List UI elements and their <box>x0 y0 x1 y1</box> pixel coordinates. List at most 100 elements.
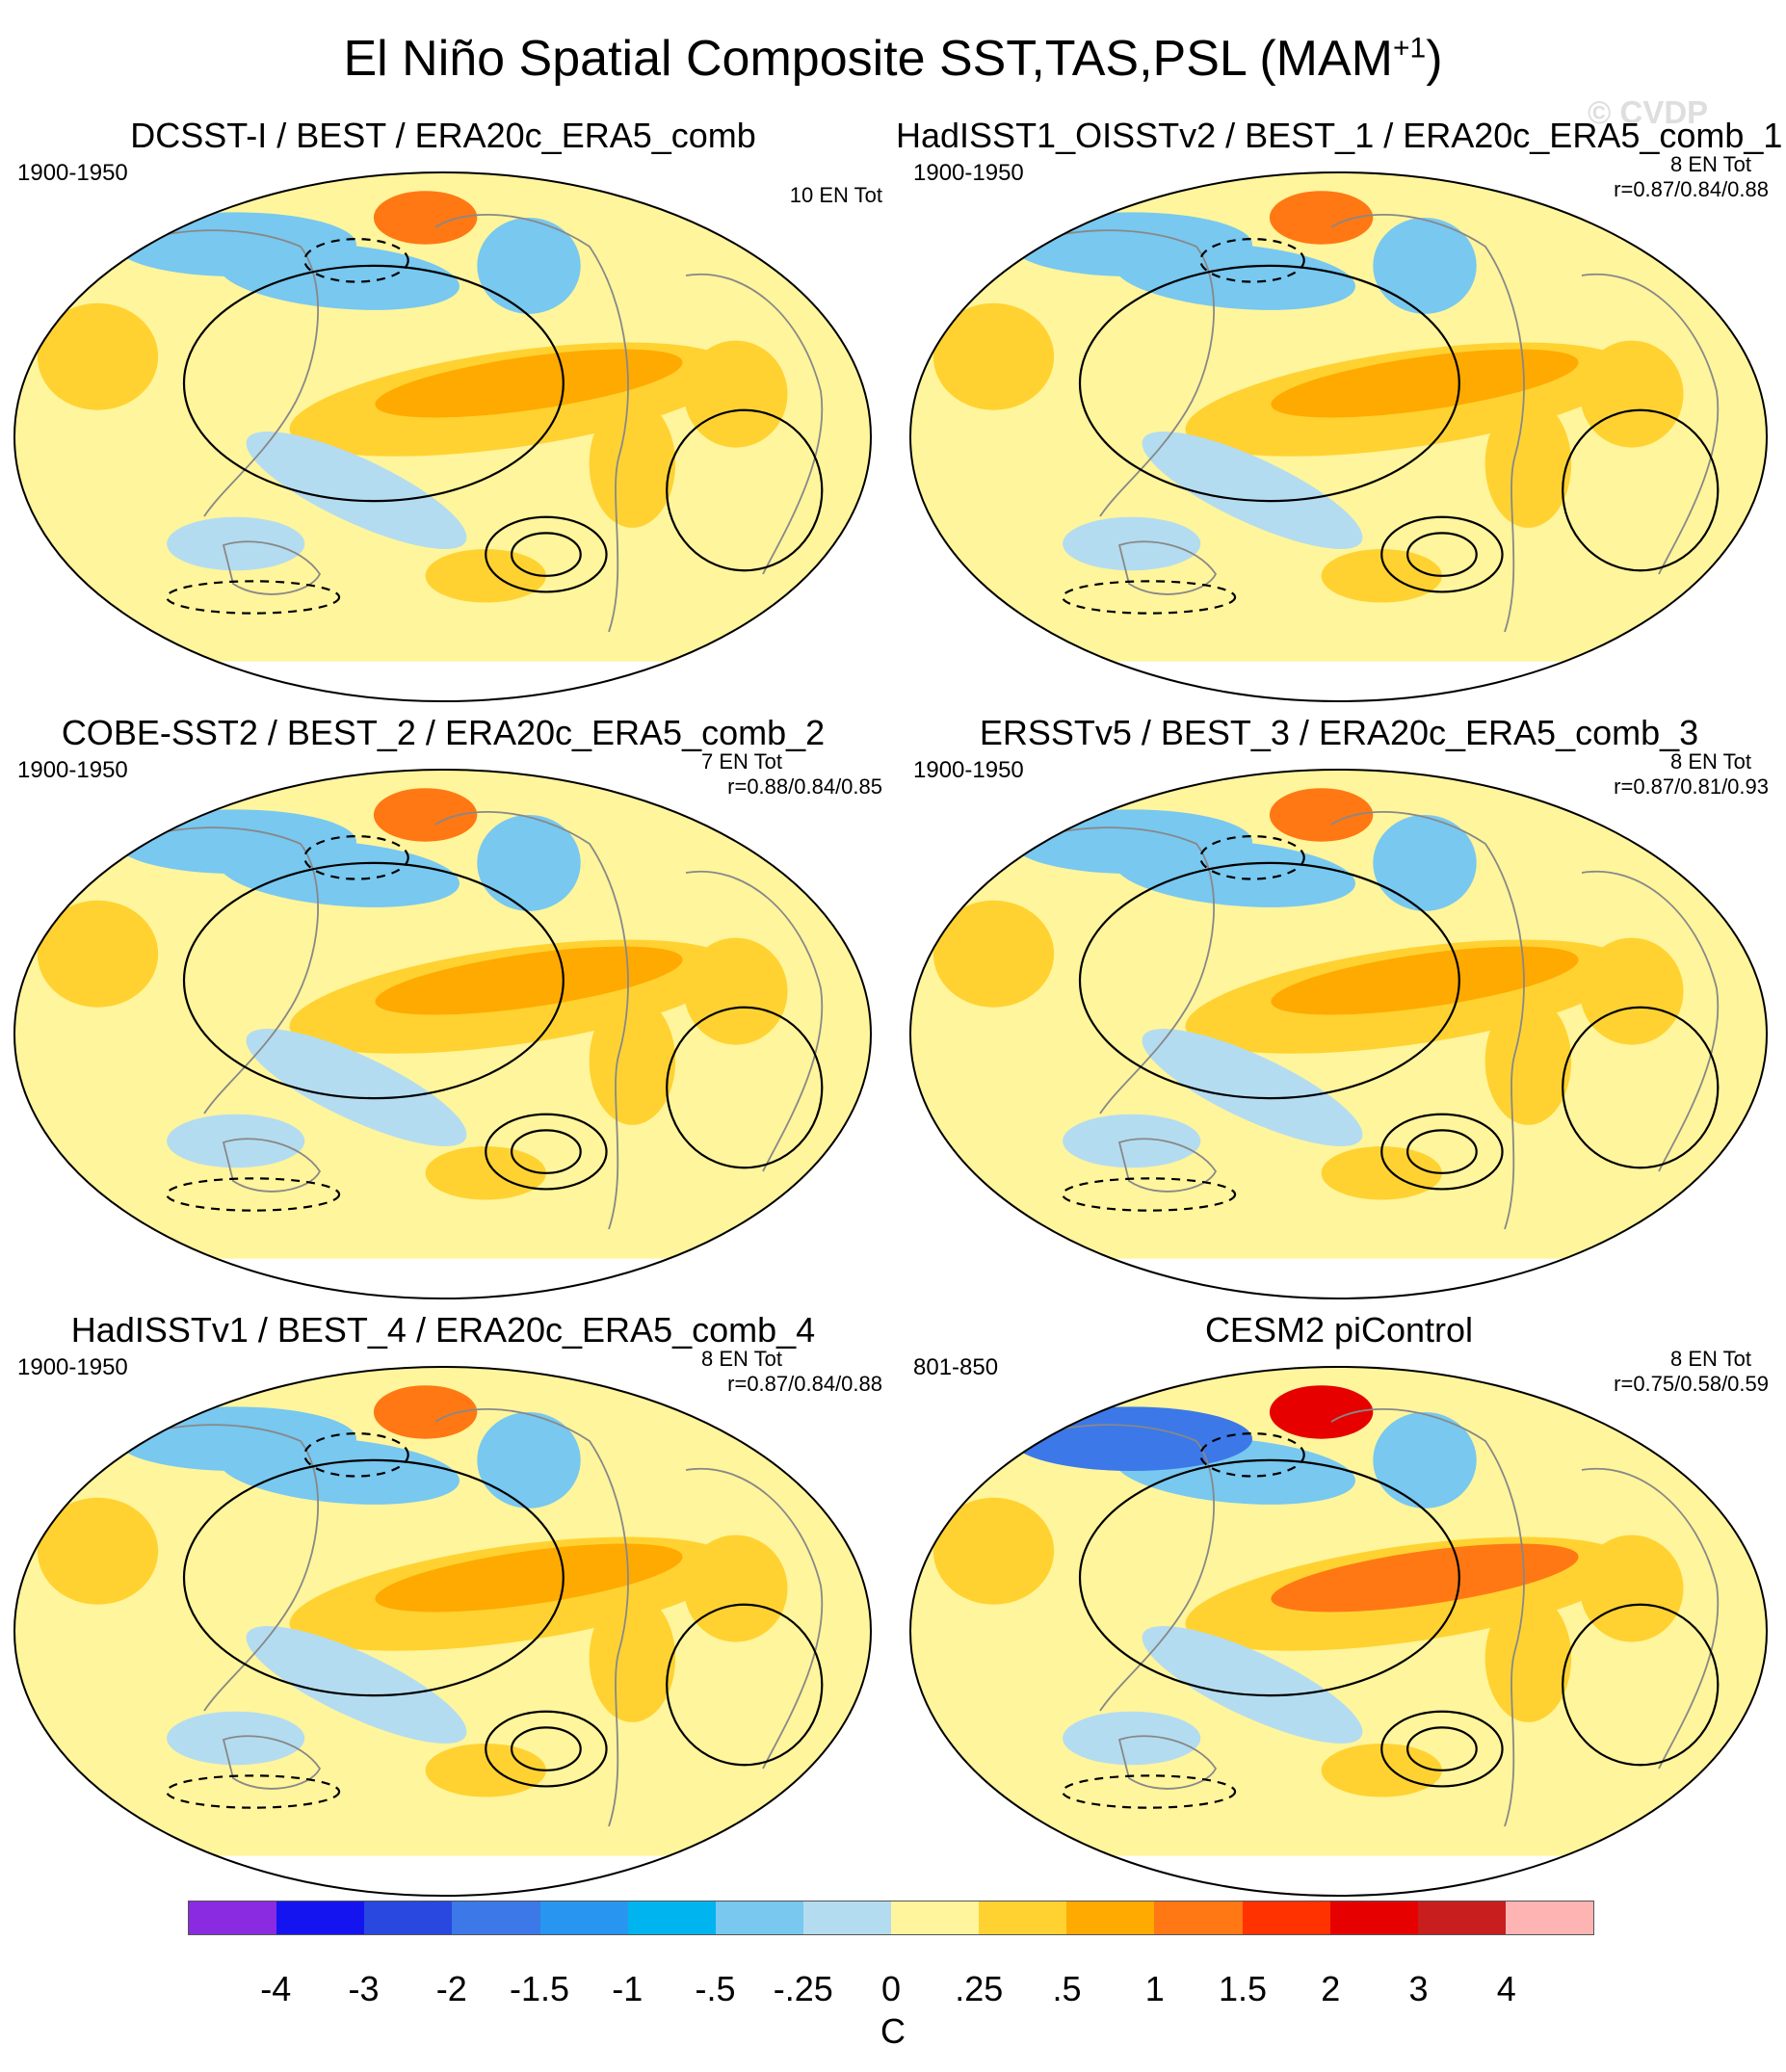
panel-correlation: r=0.75/0.58/0.59 <box>1614 1372 1769 1396</box>
map-panel-ersstv5: ERSSTv5 / BEST_3 / ERA20c_ERA5_comb_3 19… <box>896 711 1782 1327</box>
warm-indian-ocean <box>37 1497 159 1605</box>
psl-contour-positive <box>182 861 565 1100</box>
coastline-africa-europe <box>685 870 824 1172</box>
coastline-africa-europe <box>1581 1467 1720 1770</box>
warm-alaska <box>1269 1385 1374 1439</box>
coastline-americas <box>434 810 629 1230</box>
psl-contour-negative <box>303 835 409 880</box>
warm-atlantic <box>684 937 788 1045</box>
psl-contour-negative <box>166 580 341 615</box>
warm-alaska <box>1269 788 1374 842</box>
coastline-australia <box>1117 1138 1218 1193</box>
warm-atlantic <box>684 1534 788 1642</box>
warm-indian-ocean <box>932 900 1055 1008</box>
colorbar-swatch <box>1066 1902 1155 1934</box>
panel-event-count: 8 EN Tot <box>1670 1347 1751 1371</box>
cool-sw-pacific <box>1142 1029 1363 1146</box>
psl-contour-negative <box>1199 1432 1305 1478</box>
cool-southern-ocean <box>167 1711 305 1766</box>
warm-alaska <box>373 1385 478 1439</box>
cool-north-america <box>1373 814 1477 911</box>
antarctica-no-data <box>910 1258 1767 1298</box>
antarctica-no-data <box>910 661 1767 701</box>
warm-south-pacific <box>425 549 546 603</box>
panel-title: DCSST-I / BEST / ERA20c_ERA5_comb <box>130 116 756 155</box>
psl-contour-positive <box>666 408 824 572</box>
psl-contour-positive <box>1380 1113 1504 1191</box>
warm-pacific-core <box>375 1543 683 1613</box>
colorbar-swatch <box>1154 1902 1243 1934</box>
panel-years: 1900-1950 <box>913 757 1024 783</box>
panel-event-count: 8 EN Tot <box>1670 749 1751 774</box>
panel-title: CESM2 piControl <box>1204 1310 1474 1350</box>
coastline-africa-europe <box>685 273 824 575</box>
warm-south-america <box>1484 1593 1572 1722</box>
warm-south-america <box>1484 399 1572 528</box>
psl-contour-positive <box>1406 1129 1478 1174</box>
map-border <box>909 171 1768 702</box>
colorbar-tick-label: 2 <box>1321 1969 1341 2008</box>
psl-contour-positive <box>1562 408 1720 572</box>
panel-years: 1900-1950 <box>913 160 1024 186</box>
warm-atlantic <box>1580 937 1684 1045</box>
warm-pacific-core <box>375 349 683 418</box>
psl-contour-positive <box>1562 1006 1720 1169</box>
colorbar-swatch <box>276 1902 365 1934</box>
warm-atlantic <box>684 340 788 448</box>
psl-contour-positive <box>666 1006 824 1169</box>
warm-south-america <box>589 1593 676 1722</box>
coastline-africa-europe <box>1581 870 1720 1172</box>
map-panel-cobe-sst2: COBE-SST2 / BEST_2 / ERA20c_ERA5_comb_2 … <box>0 711 886 1327</box>
map-panel-hadisst1-oisstv2: HadISST1_OISSTv2 / BEST_1 / ERA20c_ERA5_… <box>896 114 1782 730</box>
psl-contour-negative <box>303 238 409 283</box>
panel-years: 1900-1950 <box>17 1354 128 1380</box>
psl-contour-negative <box>166 1774 341 1809</box>
antarctica-no-data <box>14 1258 871 1298</box>
colorbar-tick-label: 1 <box>1144 1969 1165 2008</box>
map-panel-dcsst: DCSST-I / BEST / ERA20c_ERA5_comb 1900-1… <box>0 114 886 730</box>
cool-north-america <box>477 814 581 911</box>
robinson-map <box>909 769 1768 1299</box>
cool-north-america <box>477 217 581 314</box>
antarctica-no-data <box>14 661 871 701</box>
antarctica-no-data <box>910 1855 1767 1896</box>
psl-contour-positive <box>511 1129 582 1174</box>
cool-southern-ocean <box>1063 1711 1201 1766</box>
psl-contour-negative <box>1062 580 1237 615</box>
coastline-australia <box>222 1735 322 1790</box>
warm-south-pacific <box>425 1744 546 1797</box>
map-field <box>910 172 1767 701</box>
warm-south-pacific <box>425 1146 546 1200</box>
colorbar-tick-label: .25 <box>955 1969 1004 2008</box>
cool-sw-pacific <box>1142 432 1363 549</box>
psl-contour-positive <box>182 264 565 503</box>
coastline-americas <box>434 213 629 633</box>
panel-correlation: r=0.87/0.81/0.93 <box>1614 774 1769 799</box>
panel-correlation: r=0.88/0.84/0.85 <box>727 774 882 799</box>
map-panel-cesm2-picontrol: CESM2 piControl 801-850 8 EN Tot r=0.75/… <box>896 1308 1782 1925</box>
warm-south-pacific <box>1321 549 1442 603</box>
warm-pacific-core <box>1271 349 1579 418</box>
warm-south-pacific <box>1321 1744 1442 1797</box>
colorbar <box>188 1901 1594 1935</box>
panel-years: 801-850 <box>913 1354 999 1380</box>
coastline-americas <box>1330 213 1525 633</box>
colorbar-swatch <box>1329 1902 1418 1934</box>
panel-event-count: 8 EN Tot <box>701 1347 782 1371</box>
warm-alaska <box>373 788 478 842</box>
psl-contour-negative <box>1199 835 1305 880</box>
psl-contour-positive <box>182 1458 565 1697</box>
psl-contour-positive <box>1406 1726 1478 1771</box>
cool-north-america <box>477 1411 581 1508</box>
colorbar-tick-label: 0 <box>880 1969 902 2008</box>
panel-correlation: r=0.87/0.84/0.88 <box>727 1372 882 1396</box>
cool-sw-pacific <box>1142 1626 1363 1744</box>
colorbar-swatch <box>539 1902 628 1934</box>
colorbar-tick-label: .5 <box>1052 1969 1082 2008</box>
colorbar-tick-label: 4 <box>1496 1969 1516 2008</box>
coastline-australia <box>222 1138 322 1193</box>
colorbar-swatch <box>627 1902 716 1934</box>
cool-southern-ocean <box>167 1114 305 1168</box>
figure-title: El Niño Spatial Composite SST,TAS,PSL (M… <box>0 25 1786 92</box>
colorbar-labels: -4 -3 -2 -1.5 -1 -.5 -.25 0 .25 .5 1 1.5 2 3 4 <box>0 1969 1786 2008</box>
